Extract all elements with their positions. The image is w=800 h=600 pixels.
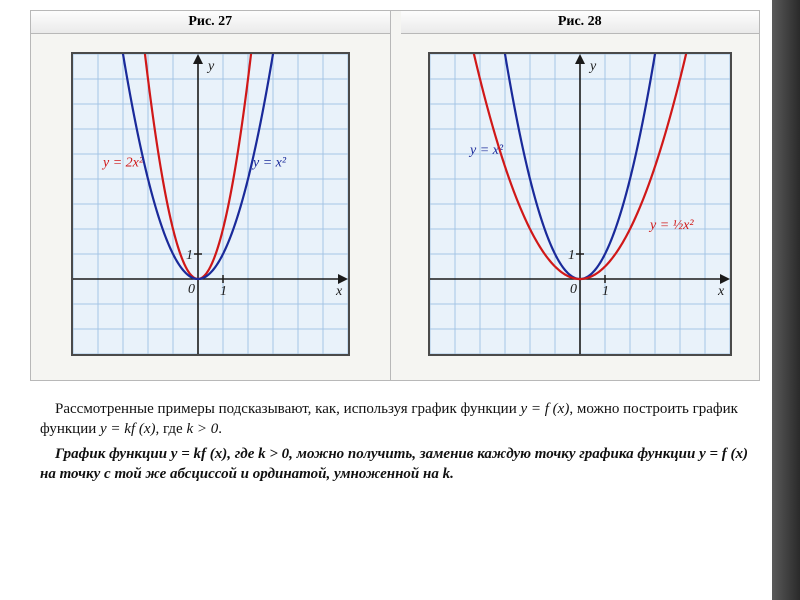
svg-text:1: 1: [186, 248, 193, 263]
svg-text:1: 1: [220, 284, 227, 299]
figures-container: Рис. 27 y = 2x² y = x² y x 0 1 1 Рис. 28 y = x…: [30, 10, 760, 381]
figure-27-chart: y = 2x² y = x² y x 0 1 1: [71, 52, 350, 356]
p1-part-d: y = kf (x): [100, 421, 156, 437]
paragraph-2: График функции y = kf (x), где k > 0, мо…: [40, 444, 750, 485]
svg-text:y = ½x²: y = ½x²: [648, 218, 694, 233]
svg-text:1: 1: [602, 284, 609, 299]
p1-part-b: y = f (x): [520, 401, 569, 417]
p2-part-a: График функции y = kf (x), где k > 0, мо…: [40, 446, 748, 482]
figure-27-panel: Рис. 27 y = 2x² y = x² y x 0 1 1: [31, 11, 391, 380]
svg-text:1: 1: [568, 248, 575, 263]
p1-part-g: .: [218, 421, 222, 437]
figure-28-title: Рис. 28: [401, 11, 760, 34]
svg-text:0: 0: [188, 282, 195, 297]
explanatory-text: Рассмотренные примеры подсказывают, как,…: [30, 399, 760, 484]
svg-text:0: 0: [570, 282, 577, 297]
p1-part-e: , где: [156, 421, 187, 437]
svg-text:x: x: [335, 284, 343, 299]
page-content: Рис. 27 y = 2x² y = x² y x 0 1 1 Рис. 28 y = x…: [30, 10, 760, 488]
p1-part-f: k > 0: [186, 421, 218, 437]
figure-27-body: y = 2x² y = x² y x 0 1 1: [31, 34, 390, 380]
figure-28-panel: Рис. 28 y = x²y = ½x²yx011: [401, 11, 760, 380]
svg-text:y = 2x²: y = 2x²: [101, 156, 144, 171]
svg-text:y: y: [588, 59, 597, 74]
p1-part-a: Рассмотренные примеры подсказывают, как,…: [55, 401, 520, 417]
svg-text:y: y: [206, 59, 215, 74]
svg-text:y = x²: y = x²: [251, 156, 287, 171]
paragraph-1: Рассмотренные примеры подсказывают, как,…: [40, 399, 750, 440]
figure-28-body: y = x²y = ½x²yx011: [401, 34, 760, 380]
figure-28-chart: y = x²y = ½x²yx011: [428, 52, 732, 356]
figure-27-title: Рис. 27: [31, 11, 390, 34]
svg-text:x: x: [717, 284, 725, 299]
decorative-side-bar: [772, 0, 800, 600]
